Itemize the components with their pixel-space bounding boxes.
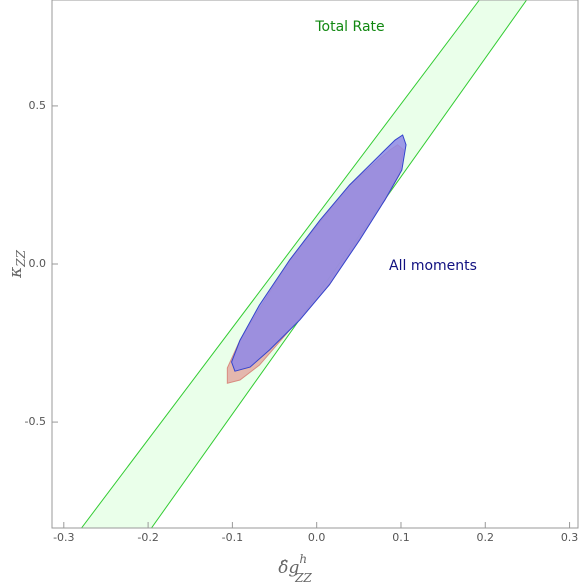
x-tick-label: -0.1 (222, 531, 243, 544)
x-tick-label: 0.0 (308, 531, 326, 544)
y-axis-title: κZZ (6, 249, 28, 278)
plot-area (80, 0, 528, 528)
x-axis-title-main: δ̂g (278, 558, 299, 578)
y-tick-label: 0.5 (29, 99, 47, 112)
region (231, 134, 407, 372)
x-tick-label: 0.3 (561, 531, 579, 544)
x-tick-label: 0.2 (477, 531, 495, 544)
y-tick-label: 0.0 (29, 257, 47, 270)
y-axis-title-main: κ (6, 267, 26, 279)
y-tick-label: -0.5 (25, 415, 46, 428)
region-label: Total Rate (314, 19, 384, 35)
x-tick-label: -0.2 (137, 531, 158, 544)
x-axis-title-sup: h (299, 552, 307, 566)
x-tick-label: 0.1 (392, 531, 410, 544)
x-tick-label: -0.3 (53, 531, 74, 544)
x-axis-title-sub: ZZ (294, 571, 312, 585)
y-axis-title-sub: ZZ (14, 249, 28, 267)
region-label: All moments (389, 258, 477, 274)
x-axis-title: δ̂gh ZZ (278, 552, 312, 585)
